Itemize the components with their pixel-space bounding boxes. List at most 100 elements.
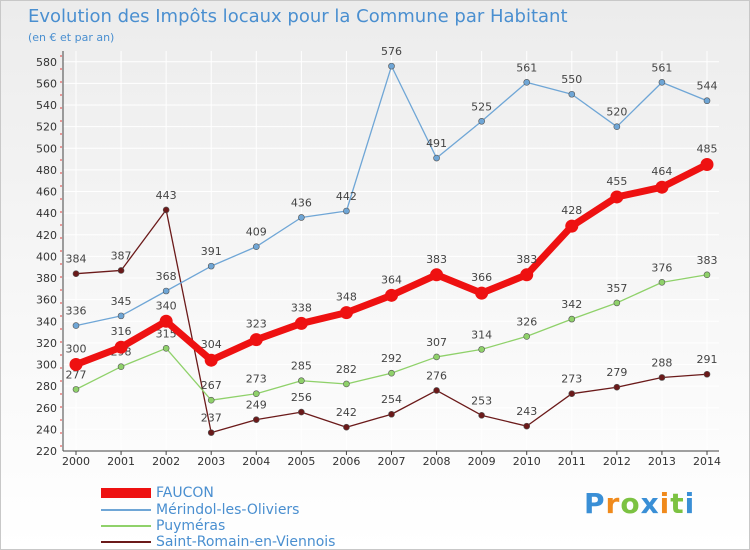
data-point	[208, 430, 214, 436]
x-tick-label: 2009	[468, 455, 496, 468]
brand-letter: P	[584, 487, 606, 520]
data-label: 279	[606, 366, 627, 379]
data-label: 237	[201, 412, 222, 425]
data-point	[253, 417, 259, 423]
legend-swatch-puymeras	[101, 525, 151, 527]
data-label: 366	[471, 271, 492, 284]
data-point	[655, 181, 668, 194]
data-label: 307	[426, 336, 447, 349]
data-point	[160, 315, 173, 328]
data-label: 253	[471, 394, 492, 407]
x-tick-label: 2001	[107, 455, 135, 468]
legend-label-faucon: FAUCON	[156, 485, 214, 501]
data-label: 442	[336, 190, 357, 203]
data-point	[569, 316, 575, 322]
data-point	[70, 358, 83, 371]
data-label: 550	[561, 73, 582, 86]
data-label: 326	[516, 315, 537, 328]
data-point	[253, 244, 259, 250]
data-point	[73, 271, 79, 277]
data-point	[389, 370, 395, 376]
x-tick-label: 2003	[197, 455, 225, 468]
legend-swatch-faucon	[101, 488, 151, 498]
data-label: 243	[516, 405, 537, 418]
brand-letter: i	[660, 487, 671, 520]
data-point	[565, 220, 578, 233]
x-tick-label: 2000	[62, 455, 90, 468]
x-tick-label: 2008	[423, 455, 451, 468]
y-tick-label: 220	[36, 445, 57, 458]
x-tick-label: 2007	[378, 455, 406, 468]
y-tick-label: 440	[36, 207, 57, 220]
y-tick-label: 500	[36, 142, 57, 155]
data-point	[385, 289, 398, 302]
y-tick-label: 260	[36, 402, 57, 415]
data-point	[479, 118, 485, 124]
data-point	[208, 397, 214, 403]
data-label: 376	[651, 261, 672, 274]
x-tick-label: 2005	[287, 455, 315, 468]
y-tick-label: 540	[36, 99, 57, 112]
data-point	[704, 371, 710, 377]
data-label: 391	[201, 245, 222, 258]
data-label: 267	[201, 379, 222, 392]
data-point	[73, 386, 79, 392]
x-tick-label: 2002	[152, 455, 180, 468]
data-label: 292	[381, 352, 402, 365]
data-point	[343, 381, 349, 387]
y-tick-label: 480	[36, 164, 57, 177]
brand-letter: x	[641, 487, 660, 520]
data-label: 256	[291, 391, 312, 404]
data-label: 314	[471, 328, 492, 341]
data-point	[479, 412, 485, 418]
data-point	[614, 300, 620, 306]
data-label: 338	[291, 301, 312, 314]
data-label: 254	[381, 393, 402, 406]
y-tick-label: 380	[36, 272, 57, 285]
data-label: 383	[426, 253, 447, 266]
data-label: 520	[606, 106, 627, 119]
data-point	[704, 272, 710, 278]
data-label: 383	[516, 253, 537, 266]
data-point	[73, 323, 79, 329]
data-point	[118, 364, 124, 370]
data-point	[115, 341, 128, 354]
data-label: 345	[111, 295, 132, 308]
x-tick-label: 2006	[332, 455, 360, 468]
data-point	[434, 155, 440, 161]
y-tick-label: 320	[36, 337, 57, 350]
data-point	[614, 384, 620, 390]
data-label: 409	[246, 226, 267, 239]
data-point	[298, 409, 304, 415]
legend-label-merindol: Mérindol-les-Oliviers	[156, 502, 299, 518]
data-point	[524, 79, 530, 85]
data-label: 368	[156, 270, 177, 283]
legend-label-puymeras: Puyméras	[156, 518, 225, 534]
legend-swatch-merindol	[101, 509, 151, 511]
x-tick-label: 2013	[648, 455, 676, 468]
data-point	[524, 333, 530, 339]
data-point	[340, 306, 353, 319]
y-tick-label: 240	[36, 423, 57, 436]
data-label: 336	[66, 305, 87, 318]
brand-letter: r	[606, 487, 621, 520]
y-tick-label: 420	[36, 229, 57, 242]
data-point	[253, 391, 259, 397]
data-point	[475, 287, 488, 300]
data-label: 384	[66, 253, 87, 266]
data-label: 561	[651, 61, 672, 74]
data-label: 340	[156, 299, 177, 312]
data-point	[163, 207, 169, 213]
data-point	[389, 63, 395, 69]
data-label: 304	[201, 338, 222, 351]
data-label: 455	[606, 175, 627, 188]
x-tick-label: 2012	[603, 455, 631, 468]
data-point	[659, 374, 665, 380]
data-label: 316	[111, 325, 132, 338]
y-tick-label: 300	[36, 359, 57, 372]
data-label: 357	[606, 282, 627, 295]
data-point	[430, 268, 443, 281]
y-tick-label: 520	[36, 121, 57, 134]
data-point	[343, 208, 349, 214]
data-label: 387	[111, 249, 132, 262]
